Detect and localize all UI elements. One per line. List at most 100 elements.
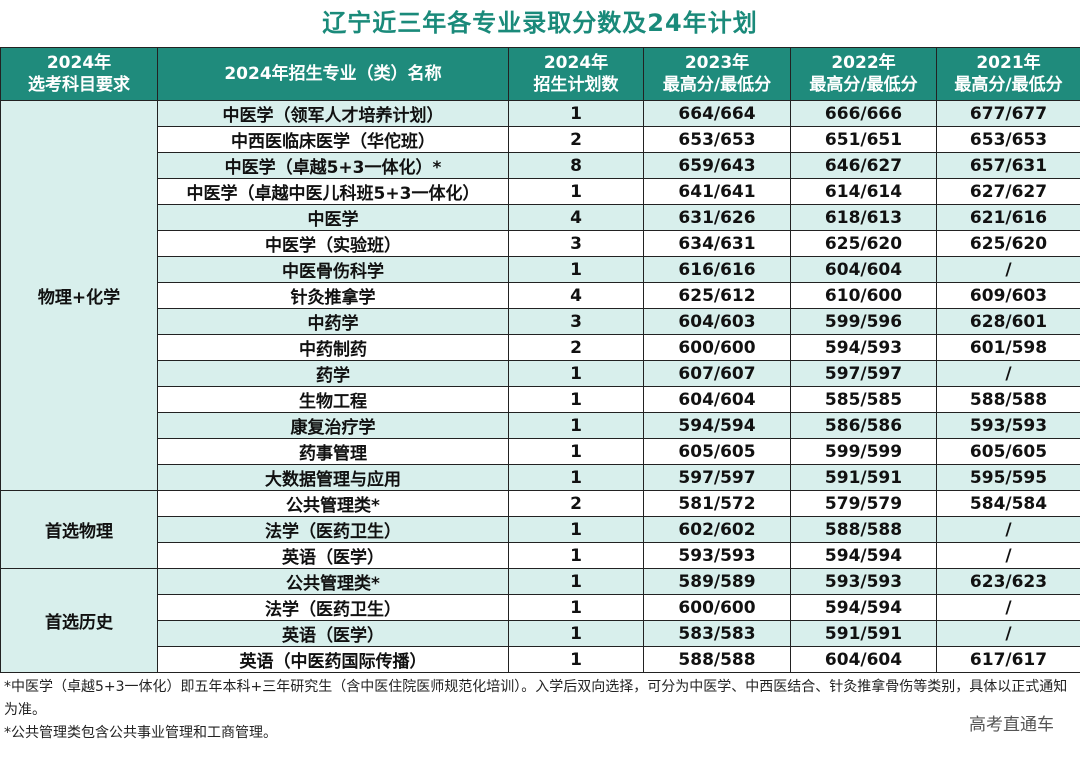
major-cell: 中医学（实验班） [157, 230, 509, 257]
score-2022-cell: 593/593 [790, 568, 937, 595]
table-row: 中医学（卓越中医儿科班5+3一体化） 1 641/641 614/614 627/627 [1, 178, 1080, 205]
major-cell: 中医学（卓越中医儿科班5+3一体化） [157, 178, 509, 205]
score-2022-cell: 610/600 [790, 282, 937, 309]
table-row: 法学（医药卫生） 1 600/600 594/594/ [1, 594, 1080, 621]
score-2021-cell: 677/677 [936, 100, 1080, 127]
score-2023-cell: 605/605 [643, 438, 791, 465]
score-2023-cell: 600/600 [643, 594, 791, 621]
score-2022-cell: 666/666 [790, 100, 937, 127]
score-2023-cell: 653/653 [643, 126, 791, 153]
score-2023-cell: 597/597 [643, 464, 791, 491]
score-2023-cell: 594/594 [643, 412, 791, 439]
major-cell: 法学（医药卫生） [157, 516, 509, 543]
header-2021-year: 2021年 [976, 53, 1041, 73]
plan-count-cell: 1 [508, 412, 644, 439]
score-2021-cell: 595/595 [936, 464, 1080, 491]
major-cell: 中药学 [157, 308, 509, 335]
score-2023-cell: 588/588 [643, 646, 791, 673]
plan-count-cell: 3 [508, 230, 644, 257]
score-2022-cell: 614/614 [790, 178, 937, 205]
score-2021-cell: 653/653 [936, 126, 1080, 153]
header-2023-year: 2023年 [684, 53, 750, 73]
table-row: 首选历史 公共管理类* 1 589/589 593/593 623/623 [0, 568, 1080, 673]
major-cell: 药学 [157, 360, 509, 387]
header-2023-label: 最高分/最低分 [662, 75, 772, 95]
plan-count-cell: 4 [508, 204, 644, 231]
table-row: 生物工程 1 604/604 585/585 588/588 [1, 386, 1080, 413]
score-2023-cell: 625/612 [643, 282, 791, 309]
plan-count-cell: 1 [508, 386, 644, 413]
major-cell: 英语（中医药国际传播） [157, 646, 509, 673]
plan-count-cell: 2 [508, 490, 644, 517]
table-row: 中西医临床医学（华佗班） 2 653/653 651/651 653/653 [1, 126, 1080, 153]
score-2023-cell: 581/572 [643, 490, 791, 517]
plan-count-cell: 4 [508, 282, 644, 309]
header-2022: 2022年 最高分/最低分 [790, 47, 937, 101]
score-2022-cell: 604/604 [790, 646, 937, 673]
table-row: 康复治疗学 1 594/594 586/586 593/593 [1, 412, 1080, 439]
score-2022-cell: 585/585 [790, 386, 937, 413]
header-2023: 2023年 最高分/最低分 [643, 47, 791, 101]
score-2022-cell: 579/579 [790, 490, 937, 517]
score-2022-cell: 591/591 [790, 464, 937, 491]
score-2021-cell: / [936, 620, 1080, 647]
major-cell: 英语（医学） [157, 542, 509, 569]
major-cell: 英语（医学） [157, 620, 509, 647]
major-cell: 公共管理类* [157, 568, 509, 595]
major-cell: 公共管理类* [157, 490, 509, 517]
table-row: 中医骨伤科学 1 616/616 604/604/ [1, 256, 1080, 283]
score-2022-cell: 646/627 [790, 152, 937, 179]
score-2022-cell: 588/588 [790, 516, 937, 543]
plan-count-cell: 1 [508, 620, 644, 647]
score-2021-cell: 617/617 [936, 646, 1080, 673]
score-2022-cell: 618/613 [790, 204, 937, 231]
score-2021-cell: 625/620 [936, 230, 1080, 257]
score-2023-cell: 593/593 [643, 542, 791, 569]
major-cell: 中医学（卓越5+3一体化）* [157, 152, 509, 179]
score-2021-cell: 621/616 [936, 204, 1080, 231]
table-row: 法学（医药卫生） 1 602/602 588/588/ [1, 516, 1080, 543]
score-2021-cell: 627/627 [936, 178, 1080, 205]
major-cell: 中药制药 [157, 334, 509, 361]
score-2023-cell: 602/602 [643, 516, 791, 543]
score-2022-cell: 594/594 [790, 542, 937, 569]
table-row: 药学 1 607/607 597/597/ [1, 360, 1080, 387]
header-2021: 2021年 最高分/最低分 [936, 47, 1080, 101]
table-row: 中医学（卓越5+3一体化）* 8 659/643 646/627 657/631 [1, 152, 1080, 179]
header-plan-year: 2024年 [543, 53, 609, 73]
table-row: 英语（医学） 1 593/593 594/594/ [1, 542, 1080, 569]
score-2021-cell: / [936, 516, 1080, 543]
table-header-row: 2024年 选考科目要求 2024年招生专业（类）名称 2024年 招生计划数 … [0, 47, 1080, 101]
score-2022-cell: 594/594 [790, 594, 937, 621]
score-2021-cell: / [936, 594, 1080, 621]
score-2022-cell: 591/591 [790, 620, 937, 647]
admission-table: 2024年 选考科目要求 2024年招生专业（类）名称 2024年 招生计划数 … [0, 47, 1080, 673]
major-cell: 大数据管理与应用 [157, 464, 509, 491]
score-2021-cell: 601/598 [936, 334, 1080, 361]
table-row: 中药学 3 604/603 599/596 628/601 [1, 308, 1080, 335]
score-2022-cell: 594/593 [790, 334, 937, 361]
score-2021-cell: 657/631 [936, 152, 1080, 179]
score-2022-cell: 625/620 [790, 230, 937, 257]
table-row: 中医学（实验班） 3 634/631 625/620 625/620 [1, 230, 1080, 257]
table-body: 物理+化学 中医学（领军人才培养计划） 1 664/664 666/666 677/677… [0, 100, 1080, 673]
plan-count-cell: 3 [508, 308, 644, 335]
major-cell: 针灸推拿学 [157, 282, 509, 309]
table-row: 物理+化学 中医学（领军人才培养计划） 1 664/664 666/666 677/677 [0, 100, 1080, 491]
score-2022-cell: 586/586 [790, 412, 937, 439]
footnote-5plus3: *中医学（卓越5+3一体化）即五年本科+三年研究生（含中医住院医师规范化培训）。… [4, 679, 1068, 718]
score-2022-cell: 651/651 [790, 126, 937, 153]
footnote-public-management: *公共管理类包含公共事业管理和工商管理。 [4, 725, 277, 741]
plan-count-cell: 1 [508, 594, 644, 621]
score-2023-cell: 604/604 [643, 386, 791, 413]
score-2021-cell: 584/584 [936, 490, 1080, 517]
score-2021-cell: 593/593 [936, 412, 1080, 439]
header-requirement-year: 2024年 [46, 53, 112, 73]
plan-count-cell: 2 [508, 334, 644, 361]
major-cell: 中西医临床医学（华佗班） [157, 126, 509, 153]
table-row: 英语（中医药国际传播） 1 588/588 604/604 617/617 [1, 646, 1080, 673]
plan-count-cell: 1 [508, 100, 644, 127]
score-2023-cell: 631/626 [643, 204, 791, 231]
score-2022-cell: 604/604 [790, 256, 937, 283]
table-row: 首选物理 公共管理类* 2 581/572 579/579 584/584 [0, 490, 1080, 569]
